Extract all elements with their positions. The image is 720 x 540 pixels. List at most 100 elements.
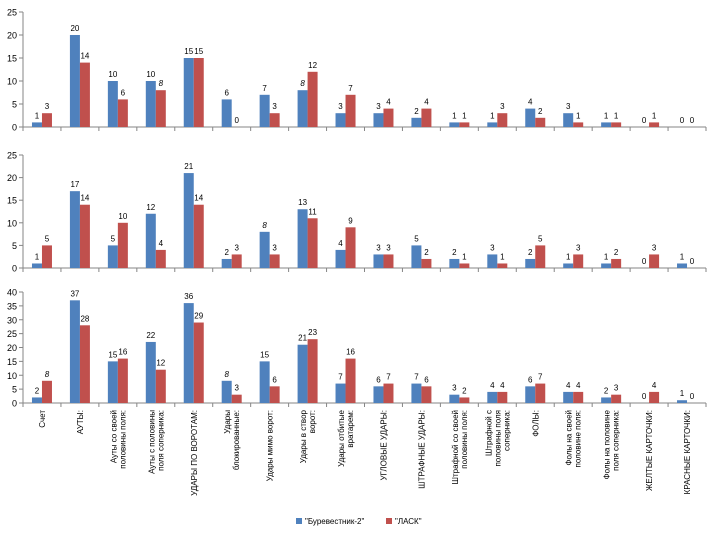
legend-swatch-series-1: [296, 518, 302, 524]
x-category-label: УГЛОВЫЕ УДАРЫ:: [379, 410, 388, 481]
bar-series-2: [421, 108, 432, 127]
bar-series-2: [611, 394, 622, 403]
x-category-label: Фолы на половинеполя соперника:: [603, 409, 621, 479]
data-label: 1: [35, 252, 40, 261]
data-label: 15: [108, 350, 117, 359]
data-label: 7: [262, 84, 267, 93]
data-label: 1: [680, 252, 685, 261]
y-tick-label: 40: [7, 288, 17, 298]
y-tick-label: 0: [12, 399, 17, 409]
bar-series-1: [601, 263, 612, 268]
x-category-label: ШТРАФНЫЕ УДАРЫ:: [417, 410, 426, 489]
bar-series-2: [345, 94, 356, 127]
data-label: 16: [346, 348, 355, 357]
data-label: 2: [604, 386, 609, 395]
bar-series-1: [69, 300, 80, 403]
data-label: 4: [490, 381, 495, 390]
bar-series-1: [335, 113, 346, 127]
bar-series-2: [155, 369, 166, 403]
data-label: 4: [424, 98, 429, 107]
bar-series-2: [573, 391, 584, 403]
data-label: 6: [424, 375, 429, 384]
data-label: 6: [121, 88, 126, 97]
data-label: 12: [308, 61, 317, 70]
bar-series-2: [117, 99, 128, 127]
y-tick-label: 5: [12, 100, 17, 110]
bar-series-1: [601, 122, 612, 127]
data-label: 8: [262, 221, 267, 230]
x-category-label: УДАРЫ ПО ВОРОТАМ:: [190, 410, 199, 496]
bar-series-1: [487, 254, 498, 268]
data-label: 2: [614, 248, 619, 257]
data-label: 3: [272, 102, 277, 111]
data-label: 22: [146, 331, 155, 340]
bar-series-2: [383, 383, 394, 403]
bar-series-1: [335, 383, 346, 403]
legend-label-series-2: "ЛАСК": [395, 517, 422, 526]
bar-series-2: [345, 227, 356, 268]
data-label: 2: [538, 107, 543, 116]
bar-series-2: [231, 254, 242, 268]
data-label: 0: [690, 257, 695, 266]
data-label: 4: [566, 381, 571, 390]
data-label: 15: [260, 350, 269, 359]
bar-series-2: [269, 386, 280, 403]
bar-series-2: [459, 397, 470, 403]
bar-series-1: [297, 209, 308, 268]
x-category-label: Удары в створворот:: [299, 409, 317, 463]
data-label: 3: [490, 243, 495, 252]
data-label: 6: [272, 375, 277, 384]
bar-series-2: [117, 222, 128, 268]
data-label: 3: [576, 243, 581, 252]
data-label: 1: [35, 111, 40, 120]
data-label: 3: [500, 102, 505, 111]
data-label: 8: [45, 370, 50, 379]
bar-series-2: [497, 113, 508, 127]
y-tick-label: 35: [7, 301, 17, 311]
data-label: 3: [566, 102, 571, 111]
bar-series-1: [335, 249, 346, 268]
x-category-label: Счет: [38, 410, 47, 428]
x-category-label: Штрафной споловины полясоперника:: [484, 410, 511, 467]
data-label: 1: [500, 252, 505, 261]
bar-series-1: [259, 361, 270, 403]
data-label: 1: [462, 111, 467, 120]
bar-series-1: [411, 117, 422, 127]
bar-series-1: [183, 58, 194, 127]
data-label: 1: [604, 111, 609, 120]
x-category-label: Удары мимо ворот:: [266, 410, 275, 481]
bar-series-2: [459, 263, 470, 268]
bar-series-1: [525, 108, 536, 127]
bar-series-2: [79, 325, 90, 403]
bar-series-2: [193, 204, 204, 268]
bar-series-1: [601, 397, 612, 403]
bar-series-1: [69, 35, 80, 127]
bar-series-2: [649, 391, 660, 403]
bar-series-2: [611, 258, 622, 268]
data-label: 4: [576, 381, 581, 390]
data-label: 28: [80, 314, 89, 323]
data-label: 7: [348, 84, 353, 93]
bar-series-2: [383, 108, 394, 127]
data-label: 3: [234, 243, 239, 252]
data-label: 1: [462, 252, 467, 261]
data-label: 3: [386, 243, 391, 252]
data-label: 4: [652, 381, 657, 390]
data-label: 6: [376, 375, 381, 384]
data-label: 0: [690, 392, 695, 401]
data-label: 17: [70, 180, 79, 189]
bar-series-1: [563, 263, 574, 268]
data-label: 0: [680, 116, 685, 125]
data-label: 8: [224, 370, 229, 379]
data-label: 3: [45, 102, 50, 111]
data-label: 8: [300, 79, 305, 88]
bar-series-1: [145, 213, 156, 268]
y-tick-label: 0: [12, 264, 17, 274]
data-label: 1: [576, 111, 581, 120]
x-category-label: АУТЫ:: [76, 410, 85, 434]
bar-series-2: [497, 263, 508, 268]
y-tick-label: 0: [12, 123, 17, 133]
bar-series-1: [677, 400, 688, 403]
bar-series-2: [573, 122, 584, 127]
